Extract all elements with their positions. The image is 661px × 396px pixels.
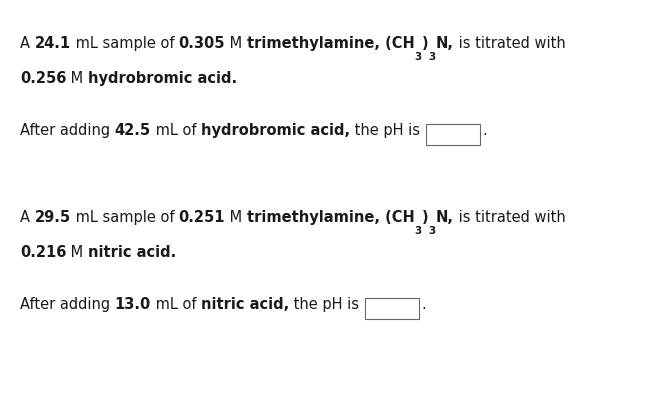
Text: 0.256: 0.256 [20,71,66,86]
Text: 0.216: 0.216 [20,246,66,261]
Text: 3: 3 [428,52,436,62]
Text: trimethylamine, (CH: trimethylamine, (CH [247,36,414,51]
Text: M: M [225,36,247,51]
Text: ): ) [422,210,428,225]
Text: M: M [66,246,88,261]
Text: After adding: After adding [20,123,114,138]
Text: 3: 3 [414,227,422,236]
Text: .: . [482,123,487,138]
Text: N,: N, [436,36,454,51]
Text: the pH is: the pH is [350,123,424,138]
Text: hydrobromic acid.: hydrobromic acid. [88,71,237,86]
Text: nitric acid,: nitric acid, [201,297,290,312]
Text: .: . [421,297,426,312]
Text: 0.305: 0.305 [178,36,225,51]
Text: After adding: After adding [20,297,114,312]
Text: hydrobromic acid,: hydrobromic acid, [201,123,350,138]
Text: 24.1: 24.1 [34,36,71,51]
Text: 0.251: 0.251 [178,210,225,225]
Text: 3: 3 [414,52,422,62]
Text: N,: N, [436,210,454,225]
Text: nitric acid.: nitric acid. [88,246,176,261]
Text: mL sample of: mL sample of [71,210,178,225]
Text: mL of: mL of [151,123,201,138]
Text: 3: 3 [428,227,436,236]
Text: the pH is: the pH is [290,297,364,312]
Text: is titrated with: is titrated with [454,36,566,51]
Text: 29.5: 29.5 [34,210,71,225]
Text: M: M [66,71,88,86]
Text: trimethylamine, (CH: trimethylamine, (CH [247,210,414,225]
Text: mL of: mL of [151,297,201,312]
Text: ): ) [422,36,428,51]
Text: M: M [225,210,247,225]
Text: mL sample of: mL sample of [71,36,178,51]
Text: 42.5: 42.5 [114,123,151,138]
Text: 13.0: 13.0 [114,297,151,312]
Text: A: A [20,210,34,225]
Text: is titrated with: is titrated with [454,210,566,225]
Text: A: A [20,36,34,51]
